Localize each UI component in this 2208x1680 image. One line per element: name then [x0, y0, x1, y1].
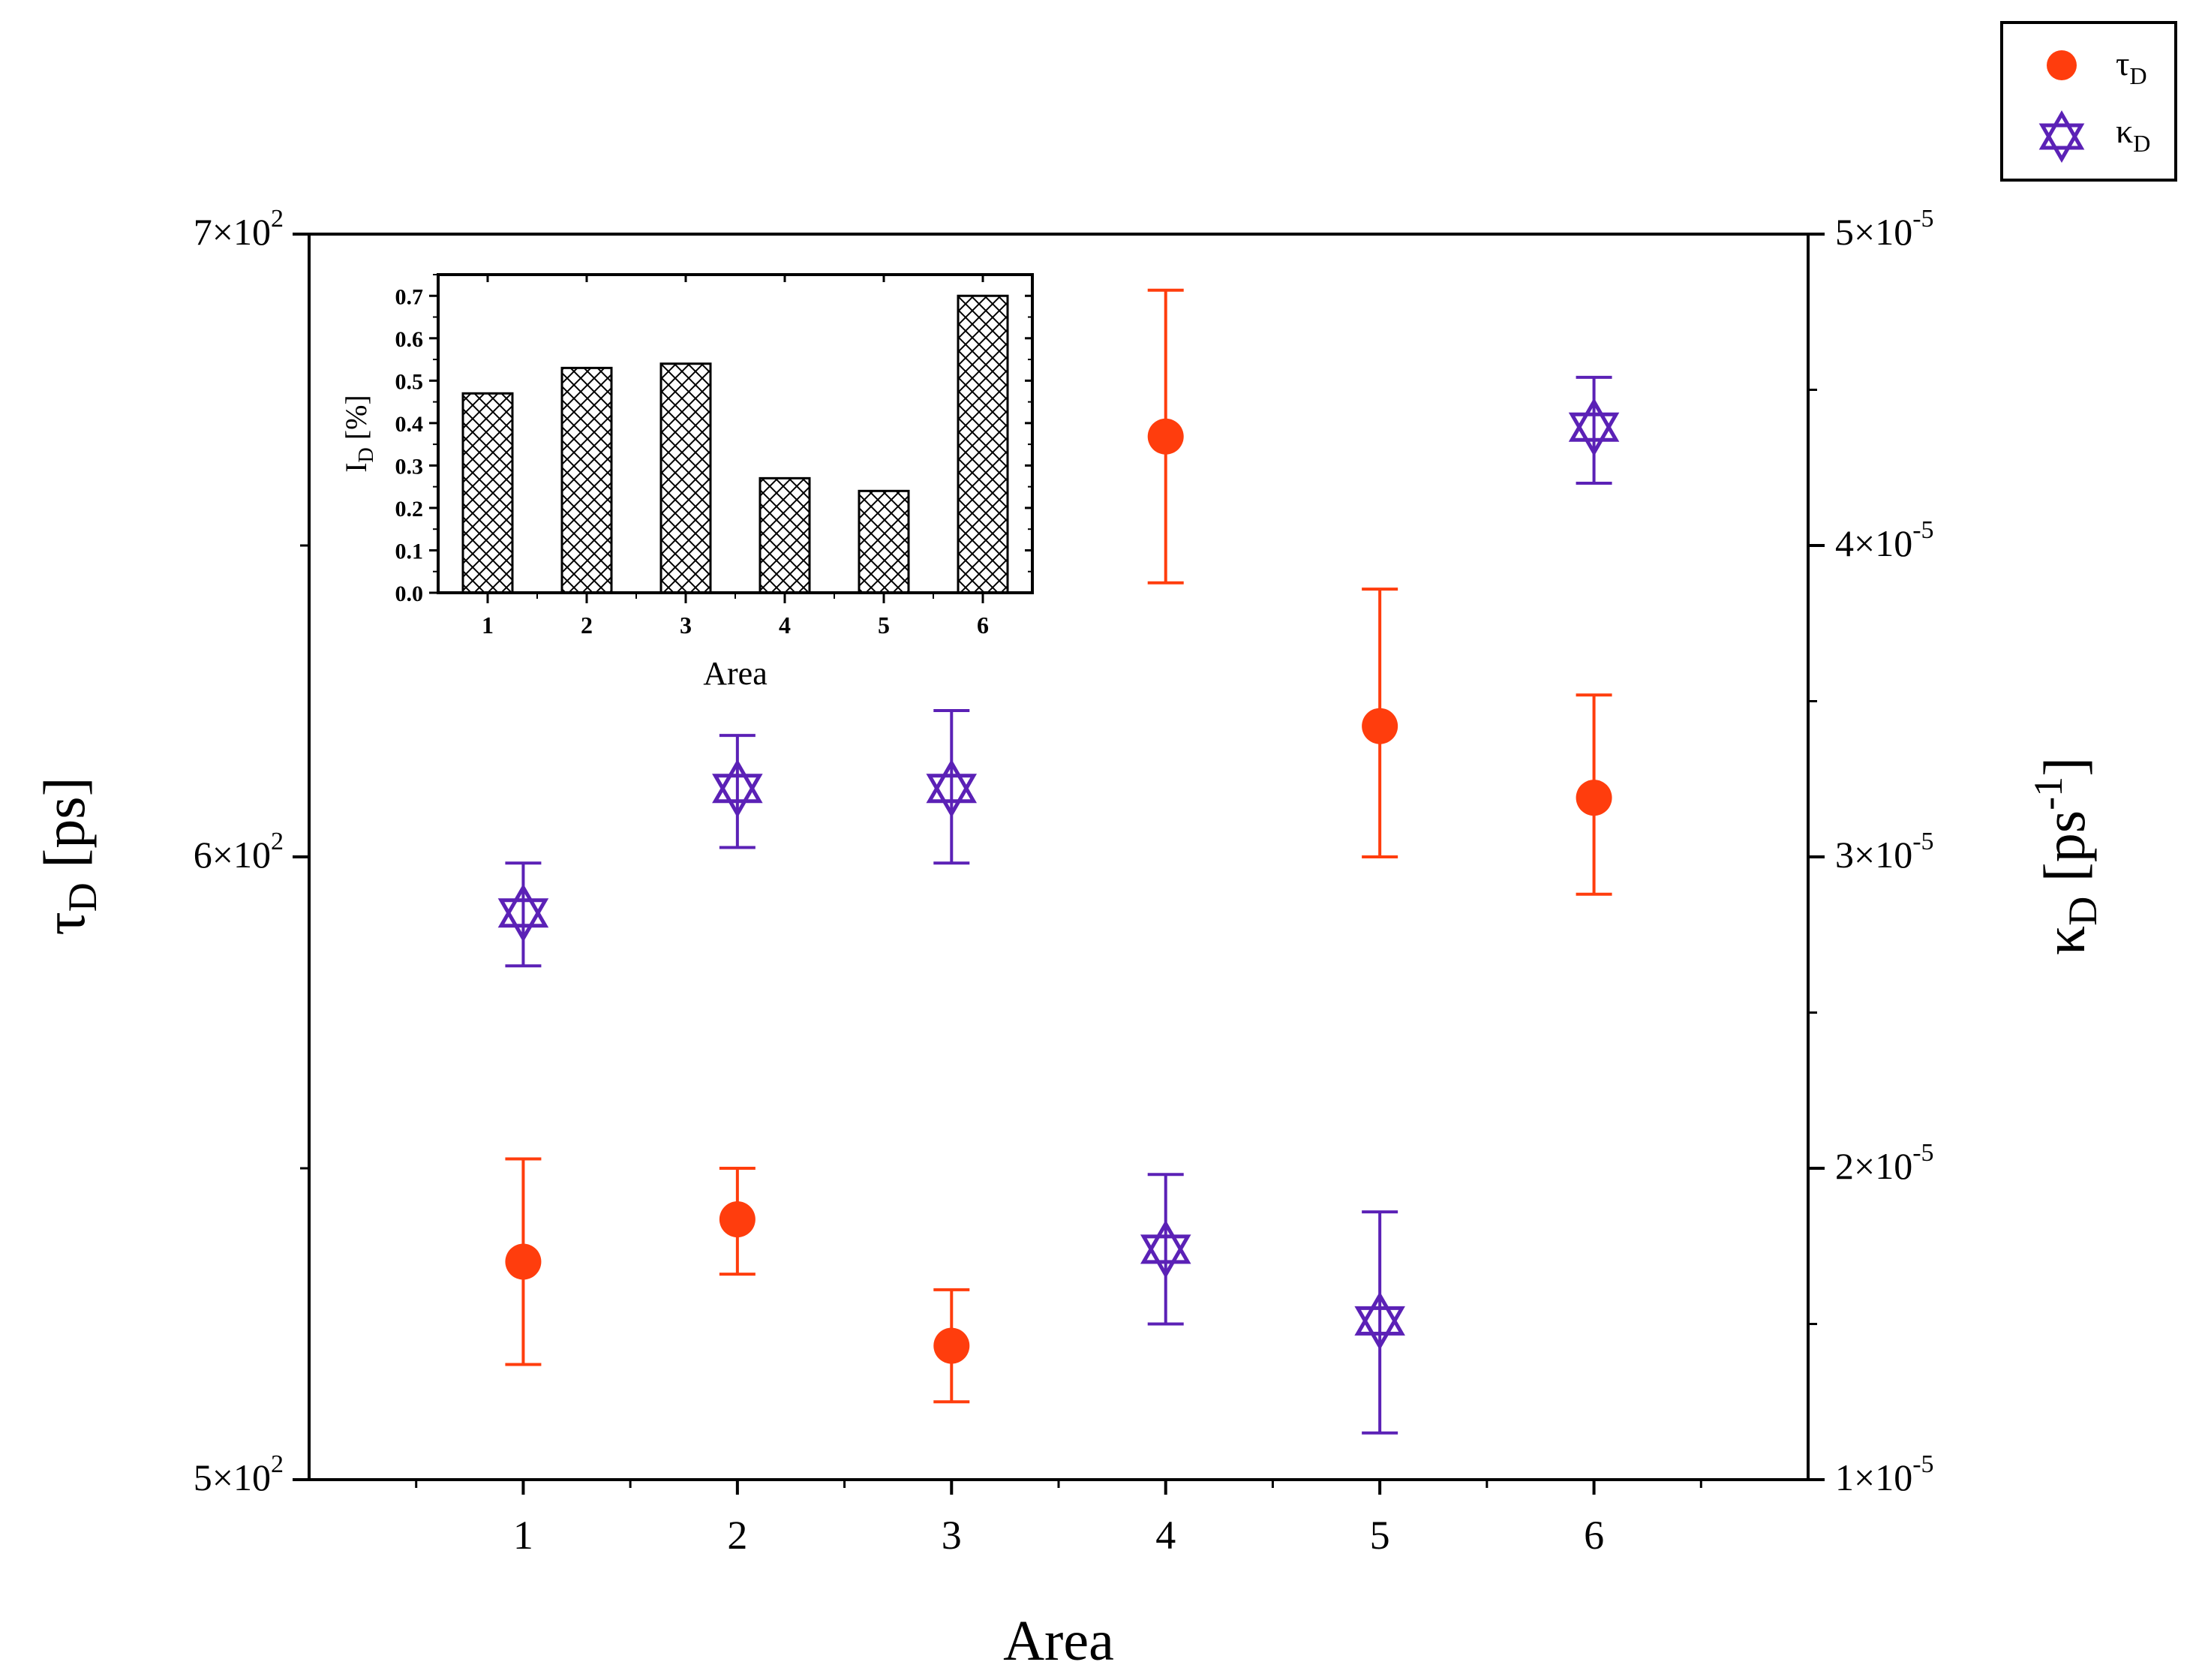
inset-x-tick-label: 5	[878, 612, 890, 639]
y-left-tick-label: 7×102	[194, 205, 284, 253]
axes-layer: 1 2 3 4 5 6 5×102 6×102 7×102 1×10-5 2×10-5 3×10-5 4…	[194, 205, 1934, 1558]
y-right-tick-label: 3×10-5	[1835, 828, 1934, 876]
y-left-tick-label: 5×102	[194, 1450, 284, 1498]
inset-bar-5	[858, 489, 910, 594]
hexagram-down	[926, 774, 978, 818]
data-point	[1147, 418, 1184, 455]
inset-bar-2	[560, 366, 613, 594]
inset-x-tick-label: 6	[977, 612, 989, 639]
x-tick-label-4: 4	[1155, 1513, 1176, 1558]
legend-marker-tau	[2047, 50, 2077, 80]
hexagram-up	[1568, 398, 1620, 442]
data-point	[926, 759, 978, 818]
data-point	[505, 1243, 542, 1280]
series-tau	[505, 288, 1612, 1404]
inset-y-tick-label: 0.1	[395, 539, 424, 564]
hexagram-down	[1568, 412, 1620, 457]
legend: τD κD	[2000, 21, 2177, 182]
inset-frame	[437, 273, 1034, 594]
inset-x-tick-label: 4	[779, 612, 791, 639]
inset-chart: 1 2 3 4 5 6 0.0 0.1 0.2 0.3 0.4 0.5 0.6 0.7 Area ID […	[339, 273, 1034, 692]
hexagram-down	[1354, 1306, 1405, 1351]
hexagram-down	[497, 898, 549, 942]
x-tick-label-1: 1	[513, 1513, 533, 1558]
data-point	[1576, 780, 1612, 816]
y-right-tick-label: 2×10-5	[1835, 1139, 1934, 1187]
inset-y-axis-title: ID [%]	[339, 395, 378, 473]
inset-bar-6	[957, 294, 1009, 594]
svg-text:τD [ps]: τD [ps]	[32, 777, 105, 935]
legend-label-tau: τD	[2116, 44, 2147, 89]
y-left-tick-label: 6×102	[194, 828, 284, 876]
inset-y-tick-label: 0.7	[395, 284, 424, 309]
data-point	[712, 759, 763, 818]
inset-y-tick-label: 0.0	[395, 582, 424, 606]
inset-x-tick-label: 3	[680, 612, 692, 639]
hexagram-up	[926, 759, 978, 804]
hexagram-down	[1140, 1234, 1191, 1279]
series-kappa	[497, 375, 1620, 1435]
y-left-axis-title: τD [ps]	[32, 777, 105, 935]
x-tick-label-5: 5	[1370, 1513, 1390, 1558]
hexagram-up	[712, 759, 763, 804]
inset-bar-4	[759, 476, 811, 594]
x-axis-title: Area	[1003, 1609, 1114, 1672]
data-point	[1354, 1291, 1405, 1351]
svg-text:κD [ps-1]: κD [ps-1]	[2026, 757, 2105, 955]
inset-y-tick-label: 0.5	[395, 369, 424, 394]
inset-bar-3	[659, 362, 712, 594]
inset-bars	[461, 294, 1009, 594]
data-point	[1362, 708, 1398, 744]
hexagram-up	[497, 883, 549, 928]
y-right-tick-label: 5×10-5	[1835, 205, 1934, 253]
x-tick-label-3: 3	[942, 1513, 962, 1558]
inset-x-tick-label: 2	[581, 612, 593, 639]
legend-hexagram-up	[2038, 110, 2085, 150]
main-plot-marks	[497, 288, 1620, 1435]
inset-bar-1	[461, 392, 514, 594]
inset-x-axis-title: Area	[703, 655, 768, 692]
legend-hexagram-down	[2038, 123, 2085, 163]
x-tick-label-2: 2	[727, 1513, 747, 1558]
data-point	[719, 1201, 756, 1238]
data-point	[1568, 398, 1620, 457]
legend-marker-kappa	[2038, 110, 2085, 163]
data-point	[1140, 1219, 1191, 1279]
y-right-axis-title: κD [ps-1]	[2026, 757, 2105, 955]
data-point	[933, 1327, 970, 1364]
legend-label-kappa: κD	[2116, 112, 2150, 157]
inset-y-tick-label: 0.4	[395, 412, 424, 437]
inset-y-tick-label: 0.3	[395, 454, 424, 479]
legend-box	[2000, 21, 2177, 182]
inset-axes: 1 2 3 4 5 6 0.0 0.1 0.2 0.3 0.4 0.5 0.6 0.7	[395, 274, 1032, 639]
hexagram-up	[1354, 1291, 1405, 1336]
data-point	[497, 883, 549, 942]
hexagram-up	[1140, 1219, 1191, 1264]
y-right-tick-label: 1×10-5	[1835, 1450, 1934, 1498]
hexagram-down	[712, 774, 763, 818]
svg-text:ID [%]: ID [%]	[339, 395, 378, 473]
y-right-tick-label: 4×10-5	[1835, 516, 1934, 564]
inset-y-tick-label: 0.6	[395, 327, 424, 352]
inset-y-tick-label: 0.2	[395, 497, 424, 521]
x-tick-label-6: 6	[1584, 1513, 1604, 1558]
inset-x-tick-label: 1	[482, 612, 494, 639]
